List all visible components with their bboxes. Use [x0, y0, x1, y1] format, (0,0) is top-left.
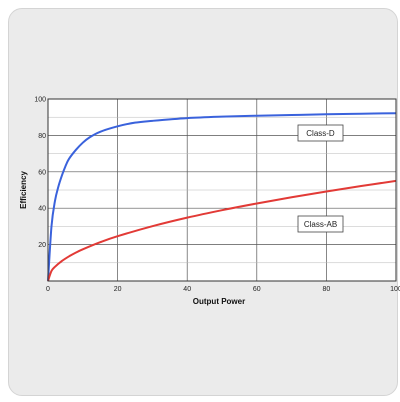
- x-tick-label: 100: [390, 286, 400, 293]
- series-lines: [47, 112, 397, 282]
- x-tick-label: 80: [323, 286, 331, 293]
- legend-class-d-label: Class-D: [306, 129, 335, 138]
- plot-frame: [47, 98, 397, 282]
- y-axis-label: Efficiency: [19, 171, 28, 209]
- y-tick-label: 40: [38, 206, 46, 213]
- x-axis-label: Output Power: [193, 297, 245, 306]
- y-tick-label: 20: [38, 242, 46, 249]
- legend-class-d: Class-D: [297, 124, 344, 142]
- y-tick-label: 60: [38, 169, 46, 176]
- x-tick-label: 0: [46, 286, 50, 293]
- y-tick-label: 100: [34, 97, 46, 104]
- x-tick-label: 40: [183, 286, 191, 293]
- series-line-class-d: [47, 112, 397, 282]
- legend-class-ab-label: Class-AB: [304, 220, 337, 229]
- x-tick-label: 20: [114, 286, 122, 293]
- grid-lines: [47, 99, 397, 281]
- y-tick-label: 80: [38, 133, 46, 140]
- series-line-class-ab: [47, 179, 397, 282]
- x-tick-label: 60: [253, 286, 261, 293]
- x-tick-labels: 0 20 40 60 80 100: [46, 286, 400, 293]
- plot-border: [47, 98, 397, 282]
- legend-class-ab: Class-AB: [297, 215, 344, 233]
- y-tick-labels: 20 40 60 80 100: [34, 97, 46, 250]
